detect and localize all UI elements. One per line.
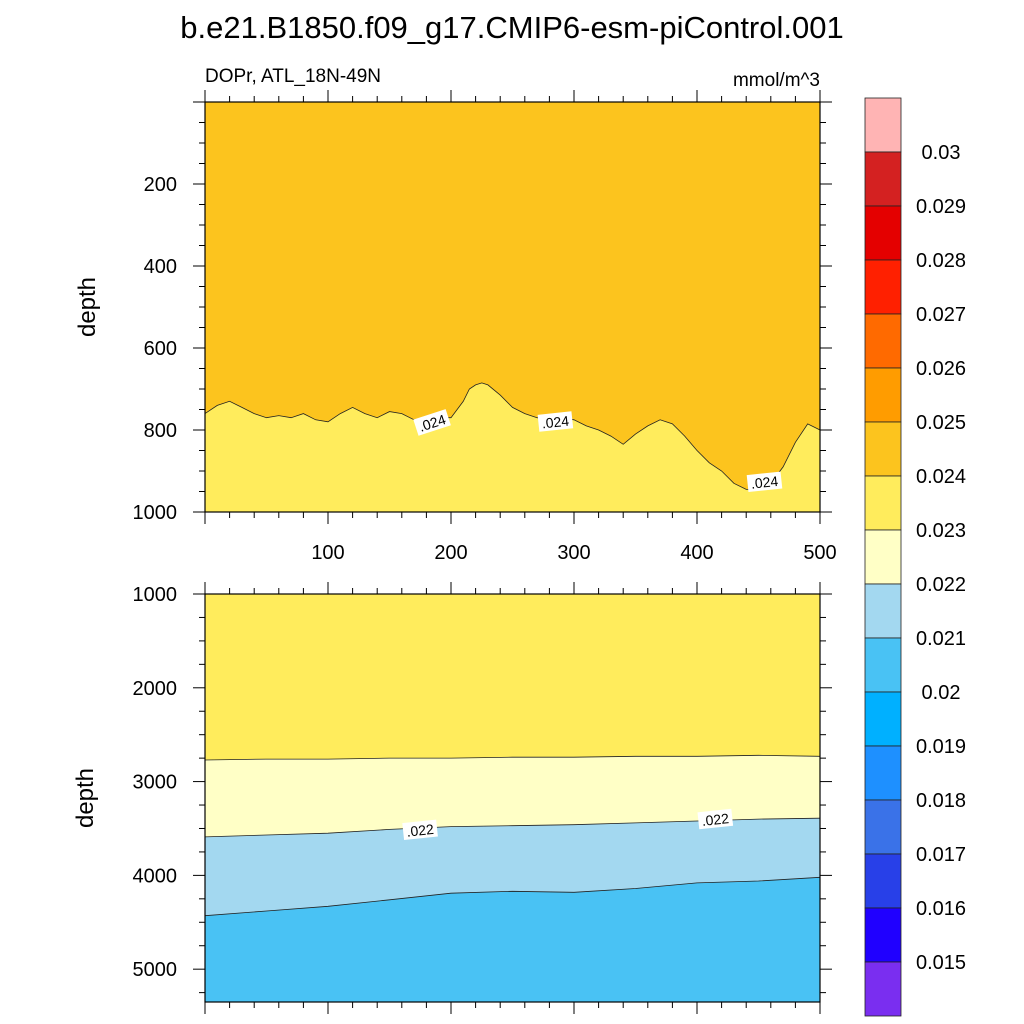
colorbar-swatch [864,313,902,369]
x-tick-label: 200 [434,542,467,564]
colorbar-swatch [864,97,902,153]
contour-label-box [697,808,734,830]
colorbar-label: 0.019 [916,736,966,758]
contour-label-text: .024 [541,413,570,432]
colorbar-swatch [864,691,902,747]
lower-panel: .022 .022 1000 2000 3000 4000 5000 depth [72,582,832,1014]
chart-title: b.e21.B1850.f09_g17.CMIP6-esm-piControl.… [180,10,843,45]
colorbar-label: 0.029 [916,196,966,218]
contour-label: .024 [537,411,574,432]
colorbar-swatch [864,583,902,639]
units-label: mmol/m^3 [733,70,820,91]
x-tick-label: 500 [803,542,836,564]
colorbar-swatch [864,799,902,855]
x-tick-label: 300 [557,542,590,564]
colorbar-swatch [864,205,902,261]
colorbar-swatch [864,745,902,801]
colorbar-swatch [864,907,902,963]
colorbar-label: 0.022 [916,574,966,596]
contour-label-box [413,409,451,436]
y-tick-label: 5000 [133,959,178,981]
contour-line [205,382,820,490]
colorbar-label: 0.021 [916,628,966,650]
colorbar-label: 0.03 [922,142,961,164]
plot-frame [204,593,821,1003]
y-tick-label: 4000 [133,865,178,887]
y-tick-label: 600 [144,338,177,360]
colorbar-swatch [864,475,902,531]
contour-label-text: .022 [406,821,435,840]
chart-subtitle-left: DOPr, ATL_18N-49N [205,66,381,87]
colorbar-label: 0.023 [916,520,966,542]
y-tick-label: 800 [144,420,177,442]
contour-label: .022 [697,808,734,830]
contour-label-box [746,471,783,493]
colorbar-swatch [864,259,902,315]
region-fill [205,382,820,512]
contour-label: .022 [402,819,438,841]
colorbar-swatch [864,367,902,423]
contour-fills [205,102,820,512]
y-tick-label: 1000 [133,584,178,606]
colorbar-label: 0.017 [916,844,966,866]
colorbar-swatch [864,421,902,477]
colorbar-label: 0.027 [916,304,966,326]
colorbar-label: 0.024 [916,466,966,488]
colorbar-swatch [864,853,902,909]
contour-line [205,876,820,917]
colorbar: 0.03 0.029 0.028 0.027 0.026 0.025 0.024 0.023 0… [864,97,966,1017]
colorbar-swatch [864,961,902,1017]
y-axis-label: depth [74,277,101,337]
colorbar-label: 0.028 [916,250,966,272]
colorbar-swatch [864,529,902,585]
y-tick-label: 200 [144,174,177,196]
colorbar-swatch [864,151,902,207]
contour-label-text: .024 [750,473,779,492]
contour-line [205,754,820,761]
colorbar-swatch [864,637,902,693]
colorbar-label: 0.026 [916,358,966,380]
region-fill [205,877,820,1002]
y-tick-label: 2000 [133,678,178,700]
colorbar-label: 0.015 [916,952,966,974]
y-tick-label: 400 [144,256,177,278]
contour-label-box [402,819,438,841]
contour-label-text: .022 [701,810,730,829]
colorbar-label: 0.02 [922,682,961,704]
y-tick-label: 3000 [133,772,178,794]
colorbar-label: 0.016 [916,898,966,920]
x-tick-label: 400 [680,542,713,564]
contour-label: .024 [746,471,783,493]
x-tick-label: 100 [311,542,344,564]
colorbar-label: 0.018 [916,790,966,812]
y-axis-label: depth [72,768,99,828]
colorbar-label: 0.025 [916,412,966,434]
y-tick-label: 1000 [133,502,178,524]
contour-fills [205,594,820,1002]
contour-label-box [537,411,574,432]
